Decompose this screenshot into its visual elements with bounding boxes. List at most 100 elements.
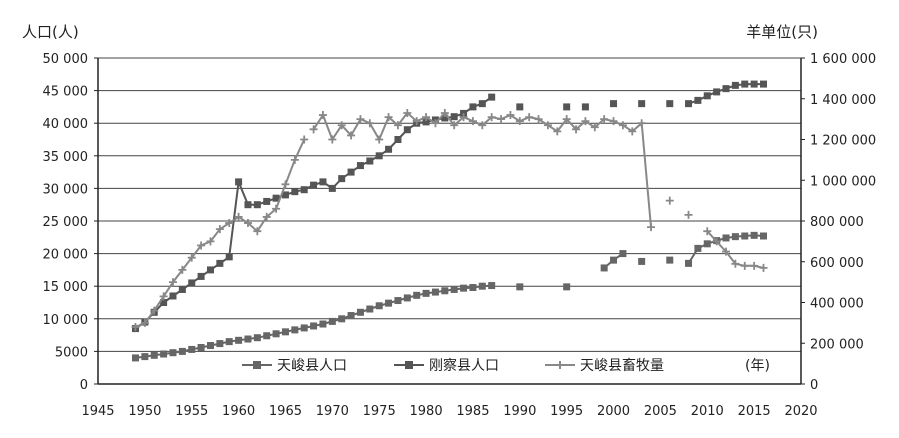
data-point — [516, 283, 524, 291]
data-point — [665, 196, 674, 205]
data-point — [619, 250, 627, 258]
legend-label-tianjun-population: 天峻县人口 — [277, 358, 347, 374]
data-point — [441, 287, 449, 295]
data-point — [159, 292, 168, 301]
data-point — [338, 315, 346, 323]
data-point — [216, 259, 224, 267]
data-point — [178, 285, 186, 293]
data-point — [722, 247, 731, 256]
data-point — [131, 322, 140, 331]
data-point — [337, 121, 346, 130]
data-point — [310, 181, 318, 189]
x-tick-label: 1970 — [316, 404, 349, 419]
y-left-axis-title: 人口(人) — [22, 23, 79, 41]
y-left-tick-label: 15 000 — [43, 280, 89, 295]
data-point — [572, 125, 581, 134]
data-point — [385, 145, 393, 153]
data-point — [666, 100, 674, 108]
data-point — [272, 204, 281, 213]
data-point — [694, 96, 702, 104]
legend-label-tianjun-livestock: 天峻县畜牧量 — [580, 358, 664, 374]
data-point — [562, 115, 571, 124]
data-point — [647, 223, 656, 232]
data-point — [225, 253, 233, 261]
data-point — [713, 88, 721, 96]
y-right-tick-label: 200 000 — [810, 337, 864, 352]
data-point — [263, 197, 271, 205]
data-point — [253, 201, 261, 209]
data-point — [478, 282, 486, 290]
data-point — [394, 297, 402, 305]
data-point — [310, 322, 318, 330]
data-point — [741, 80, 749, 88]
data-point — [262, 212, 271, 221]
data-point — [722, 234, 730, 242]
x-tick-label: 1965 — [269, 404, 302, 419]
data-point — [272, 194, 280, 202]
data-point — [488, 282, 496, 290]
data-point — [543, 121, 552, 130]
data-point — [253, 334, 261, 342]
y-left-tick-label: 35 000 — [43, 150, 89, 165]
data-point — [169, 292, 177, 300]
data-point — [150, 306, 159, 315]
data-point — [750, 80, 758, 88]
x-tick-label: 2005 — [644, 404, 677, 419]
data-point — [281, 191, 289, 199]
data-point — [140, 318, 149, 327]
data-point — [206, 266, 214, 274]
data-point — [469, 103, 477, 111]
data-point — [684, 210, 693, 219]
data-point — [740, 261, 749, 270]
data-point — [685, 259, 693, 267]
data-point — [291, 188, 299, 196]
data-point — [188, 279, 196, 287]
data-point — [722, 85, 730, 93]
x-tick-label: 1980 — [410, 404, 443, 419]
data-point — [450, 113, 458, 121]
y-right-tick-label: 400 000 — [810, 297, 864, 312]
series-layer — [131, 80, 768, 362]
data-point — [150, 351, 158, 359]
y-right-tick-label: 1 000 000 — [810, 174, 876, 189]
data-point — [272, 330, 280, 338]
data-point — [197, 272, 205, 280]
data-point — [759, 263, 768, 272]
data-point — [760, 232, 768, 240]
legend: 天峻县人口 刚察县人口 天峻县畜牧量 (年) — [242, 357, 770, 374]
x-tick-label: 1955 — [175, 404, 208, 419]
x-tick-label: 2015 — [738, 404, 771, 419]
data-point — [366, 305, 374, 313]
data-point — [197, 241, 206, 250]
data-point — [216, 340, 224, 348]
data-point — [731, 259, 740, 268]
data-point — [460, 284, 468, 292]
y-left-tick-labels: 0 5000 10 000 15 000 20 000 25 000 30 000 35 00… — [43, 52, 98, 393]
data-point — [412, 117, 421, 126]
data-point — [628, 127, 637, 136]
y-left-tick-label: 40 000 — [43, 117, 89, 132]
data-point — [215, 225, 224, 234]
y-left-tick-label: 25 000 — [43, 215, 89, 230]
data-point — [731, 81, 739, 89]
data-point — [384, 113, 393, 122]
x-tick-label: 1950 — [128, 404, 161, 419]
y-left-tick-label: 10 000 — [43, 313, 89, 328]
data-point — [394, 136, 402, 143]
data-point — [563, 283, 571, 291]
data-point — [328, 317, 336, 325]
data-point — [319, 320, 327, 328]
data-point — [206, 342, 214, 350]
data-point — [188, 345, 196, 353]
data-point — [581, 103, 589, 111]
data-point — [441, 114, 449, 122]
x-tick-label: 1960 — [222, 404, 255, 419]
data-point — [225, 338, 233, 346]
data-point — [366, 157, 374, 165]
data-point — [141, 353, 149, 361]
y-right-tick-label: 800 000 — [810, 215, 864, 230]
y-left-tick-label: 5000 — [55, 345, 88, 360]
data-point — [469, 284, 477, 292]
data-point — [393, 121, 402, 130]
data-point — [347, 312, 355, 320]
